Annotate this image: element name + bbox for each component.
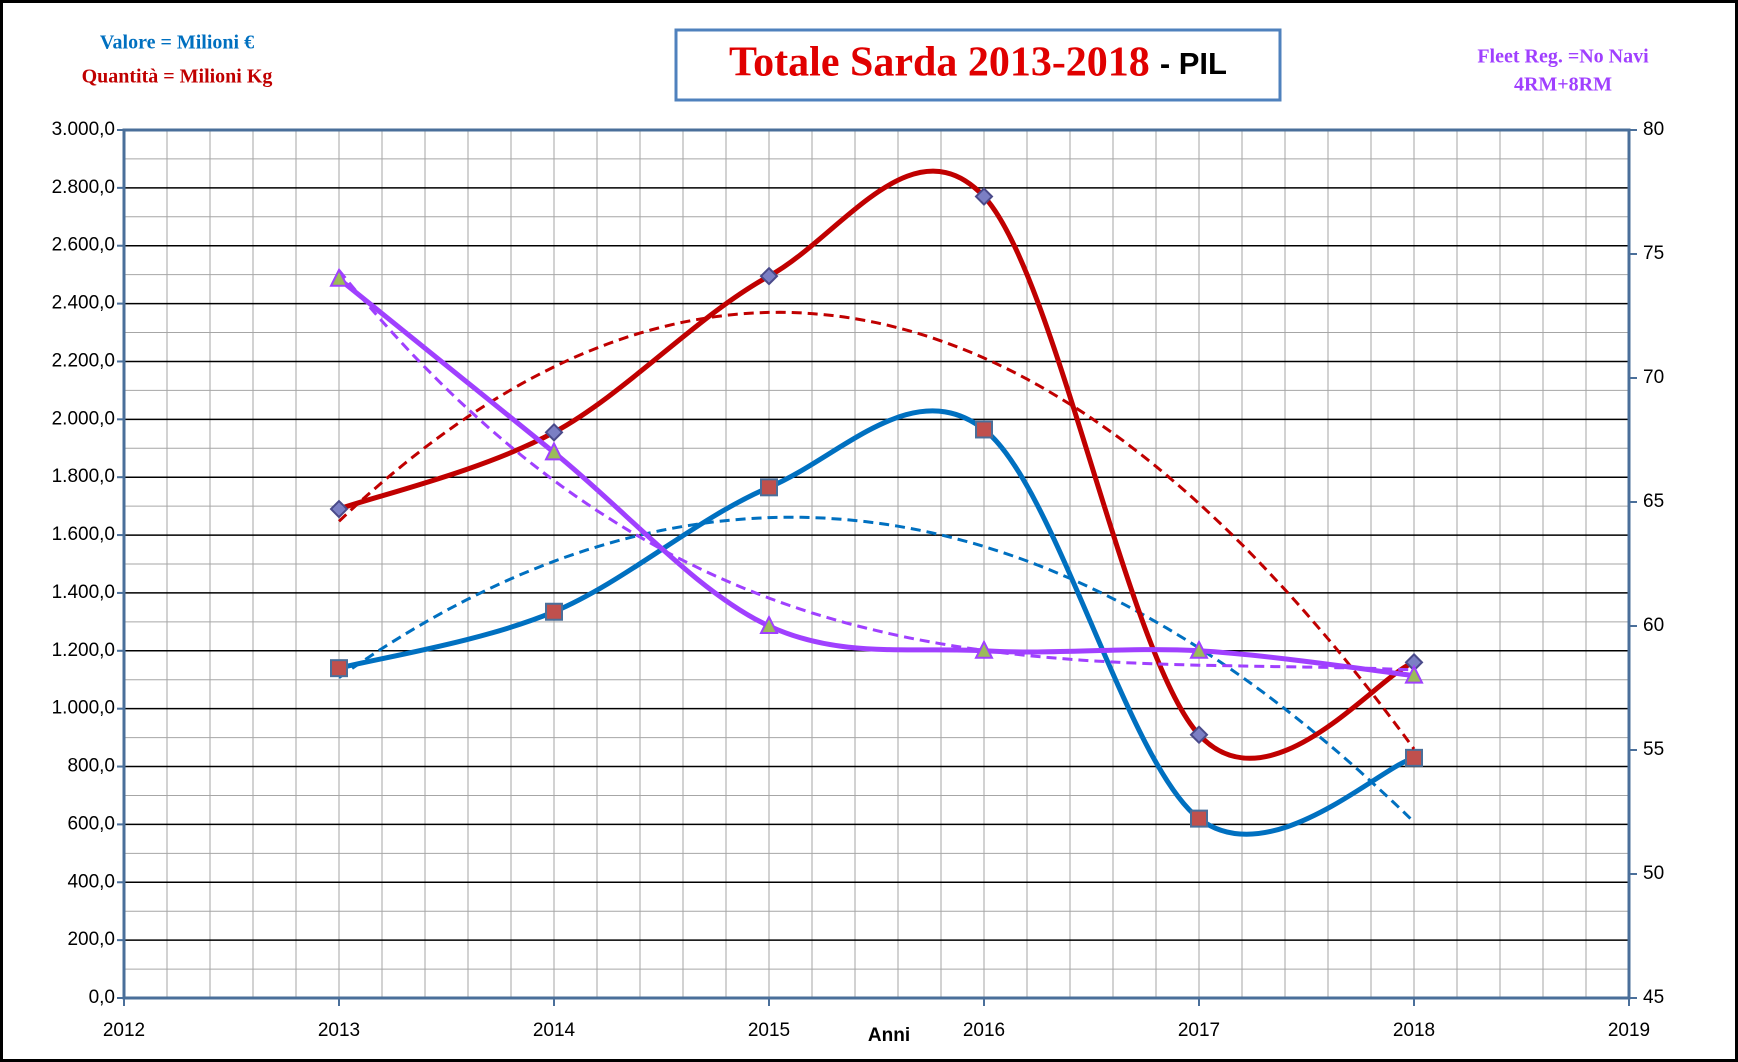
y2-tick-label: 65 — [1643, 491, 1664, 512]
marker — [1190, 809, 1208, 828]
marker — [975, 420, 993, 439]
marker — [544, 422, 564, 442]
x-axis-label: Anni — [868, 1025, 910, 1046]
marker — [1189, 725, 1209, 745]
marker — [329, 499, 349, 519]
trendline — [337, 269, 1415, 672]
x-tick-label: 2019 — [1608, 1020, 1650, 1041]
y-tick-label: 2.400,0 — [52, 293, 115, 314]
x-tick-label: 2012 — [103, 1020, 145, 1041]
chart-title: Totale Sarda 2013-2018 — [729, 40, 1150, 86]
y-tick-label: 1.400,0 — [52, 582, 115, 603]
marker — [329, 267, 349, 287]
series-line — [337, 276, 1415, 679]
series-note: Fleet Reg. =No Navi — [1477, 46, 1649, 68]
y-tick-label: 2.000,0 — [52, 408, 115, 429]
series-note: Valore = Milioni € — [100, 32, 254, 54]
x-tick-label: 2014 — [533, 1020, 576, 1041]
marker — [1189, 639, 1209, 659]
y2-tick-label: 50 — [1643, 863, 1664, 884]
x-tick-label: 2017 — [1178, 1020, 1220, 1041]
marker — [759, 614, 779, 634]
marker — [759, 266, 779, 286]
marker — [544, 441, 564, 461]
y-tick-label: 1.200,0 — [52, 640, 115, 661]
x-tick-label: 2013 — [318, 1020, 360, 1041]
y-tick-label: 400,0 — [67, 871, 115, 892]
chart-title-suffix: - PIL — [1160, 46, 1227, 81]
marker — [760, 478, 778, 497]
y-tick-label: 2.200,0 — [52, 350, 115, 371]
title-box — [674, 28, 1282, 102]
y-tick-label: 2.600,0 — [52, 235, 115, 256]
y-tick-label: 0,0 — [89, 987, 115, 1008]
y2-tick-label: 60 — [1643, 615, 1664, 636]
y2-tick-label: 80 — [1643, 119, 1664, 140]
y-tick-label: 2.800,0 — [52, 177, 115, 198]
y-tick-label: 1.000,0 — [52, 698, 115, 719]
y-tick-label: 800,0 — [67, 756, 115, 777]
x-tick-label: 2016 — [963, 1020, 1005, 1041]
x-tick-label: 2015 — [748, 1020, 790, 1041]
marker — [1404, 664, 1424, 684]
trendline — [338, 515, 1416, 824]
marker — [974, 639, 994, 659]
y2-tick-label: 45 — [1643, 987, 1664, 1008]
x-tick-label: 2018 — [1393, 1020, 1435, 1041]
y2-tick-label: 75 — [1643, 243, 1664, 264]
annotation: 4RM+8RM — [1514, 74, 1612, 96]
y-tick-label: 1.800,0 — [52, 466, 115, 487]
plot-border — [122, 128, 1631, 1000]
y-tick-label: 200,0 — [67, 929, 115, 950]
marker — [545, 602, 563, 621]
marker — [330, 659, 348, 678]
y2-tick-label: 55 — [1643, 739, 1664, 760]
y-tick-label: 1.600,0 — [52, 524, 115, 545]
marker — [974, 187, 994, 206]
y-tick-label: 3.000,0 — [52, 119, 115, 140]
y-tick-label: 600,0 — [67, 813, 115, 834]
series-note: Quantità = Milioni Kg — [82, 66, 273, 88]
trendline — [337, 310, 1416, 750]
marker — [1405, 748, 1423, 767]
y2-tick-label: 70 — [1643, 367, 1664, 388]
